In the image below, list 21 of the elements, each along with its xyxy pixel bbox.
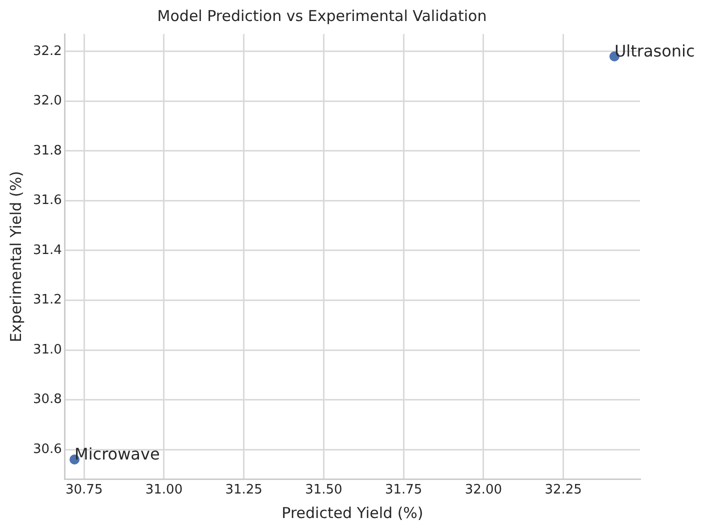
y-axis-title: Experimental Yield (%)	[6, 171, 25, 342]
y-tick-label: 31.0	[32, 342, 62, 358]
y-tick-label: 31.6	[32, 193, 62, 208]
y-tick-label: 31.2	[32, 292, 62, 308]
x-tick-label: 31.75	[384, 482, 422, 498]
x-tick-label: 31.00	[145, 482, 183, 498]
y-tick-label: 31.4	[32, 242, 62, 258]
x-tick-label: 31.25	[225, 482, 262, 498]
chart-title: Model Prediction vs Experimental Validation	[157, 6, 487, 25]
x-tick-label: 32.00	[464, 482, 502, 498]
annotation: Ultrasonic	[614, 41, 695, 60]
y-tick-label: 30.6	[32, 442, 62, 457]
y-tick-label: 32.0	[32, 94, 62, 109]
x-tick-label: 30.75	[66, 482, 103, 498]
x-axis-title: Predicted Yield (%)	[282, 504, 424, 522]
y-tick-label: 32.2	[32, 44, 62, 59]
x-tick-label: 31.50	[305, 482, 342, 498]
y-tick-label: 31.8	[32, 143, 62, 158]
x-tick-label: 32.25	[544, 482, 582, 498]
annotation: Microwave	[74, 444, 160, 464]
y-tick-label: 30.8	[32, 392, 62, 408]
